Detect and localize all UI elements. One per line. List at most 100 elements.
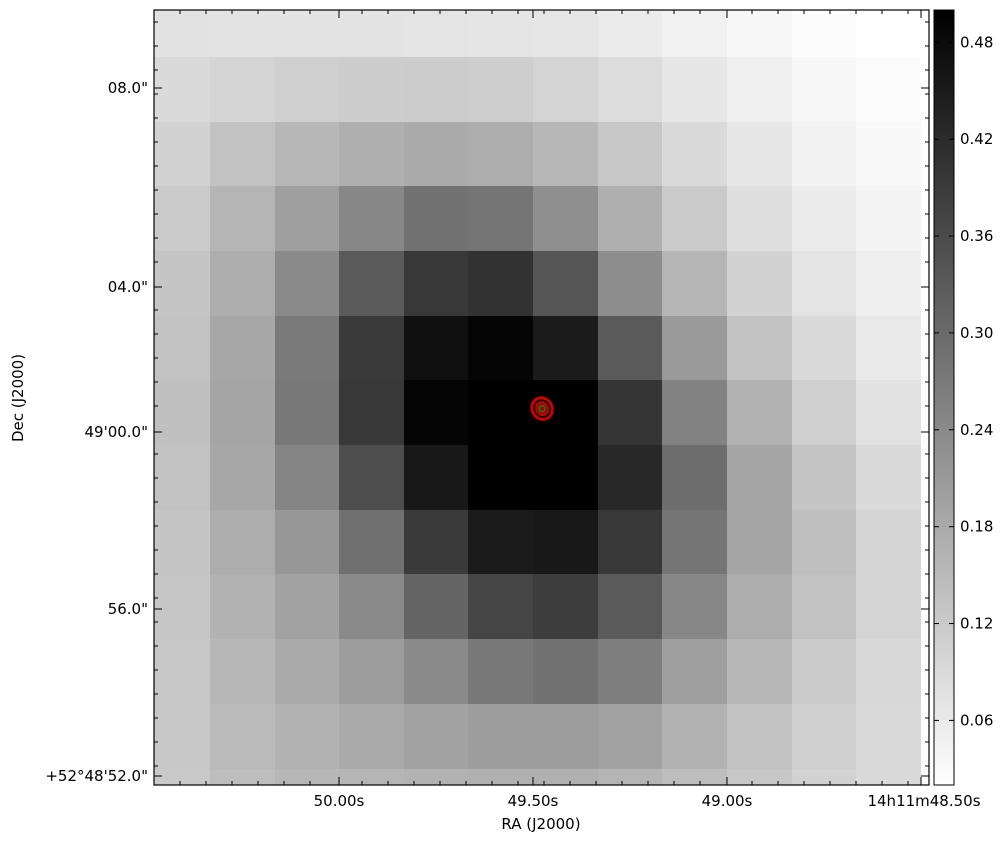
- heatmap-cell: [210, 122, 275, 186]
- x-tick-label: 49.00s: [702, 792, 753, 810]
- heatmap-cell: [275, 510, 339, 574]
- heatmap-cell: [792, 251, 856, 316]
- heatmap-cells: [154, 10, 921, 785]
- heatmap-cell: [792, 57, 856, 122]
- source-marker: [530, 396, 554, 421]
- plot-frame: [153, 9, 930, 786]
- heatmap-cell: [856, 122, 921, 186]
- colorbar-tick-label: 0.42: [960, 130, 993, 148]
- heatmap-cell: [154, 639, 210, 704]
- colorbar-tick-label: 0.36: [960, 227, 993, 245]
- colorbar-tick-label: 0.18: [960, 518, 993, 536]
- heatmap-cell: [598, 10, 662, 57]
- y-axis-title: Dec (J2000): [9, 354, 27, 442]
- heatmap-cell: [533, 316, 598, 380]
- heatmap-cell: [598, 510, 662, 574]
- heatmap-cell: [275, 57, 339, 122]
- heatmap-cell: [210, 510, 275, 574]
- heatmap-cell: [662, 57, 727, 122]
- heatmap-cell: [533, 704, 598, 769]
- heatmap-cell: [468, 10, 533, 57]
- x-axis-ticks: [179, 10, 922, 785]
- heatmap-cell: [468, 510, 533, 574]
- heatmap-cell: [727, 704, 792, 769]
- heatmap-cell: [792, 510, 856, 574]
- y-axis-ticks: [154, 21, 929, 777]
- heatmap-cell: [856, 445, 921, 510]
- heatmap-cell: [154, 704, 210, 769]
- heatmap-cell: [339, 380, 404, 445]
- x-tick-label: 49.50s: [508, 792, 559, 810]
- heatmap-cell: [662, 316, 727, 380]
- heatmap-cell: [662, 574, 727, 639]
- heatmap-cell: [856, 639, 921, 704]
- heatmap-cell: [727, 57, 792, 122]
- heatmap-cell: [339, 510, 404, 574]
- heatmap-cell: [727, 445, 792, 510]
- colorbar-tick-labels: 0.06 0.12 0.18 0.24 0.30 0.36 0.42 0.48: [960, 33, 993, 729]
- heatmap-cell: [792, 186, 856, 251]
- heatmap-cell: [275, 769, 339, 785]
- heatmap-cell: [275, 122, 339, 186]
- heatmap-cell: [339, 316, 404, 380]
- heatmap-cell: [154, 186, 210, 251]
- heatmap-cell: [727, 574, 792, 639]
- heatmap-cell: [275, 574, 339, 639]
- heatmap-cell: [275, 445, 339, 510]
- heatmap-cell: [598, 57, 662, 122]
- heatmap-cell: [154, 445, 210, 510]
- heatmap-cell: [468, 122, 533, 186]
- heatmap-cell: [210, 704, 275, 769]
- heatmap-cell: [404, 510, 468, 574]
- heatmap-cell: [275, 380, 339, 445]
- heatmap-cell: [468, 704, 533, 769]
- heatmap-cell: [468, 445, 533, 510]
- heatmap-cell: [856, 57, 921, 122]
- heatmap-cell: [210, 316, 275, 380]
- heatmap-cell: [598, 186, 662, 251]
- heatmap-cell: [662, 510, 727, 574]
- heatmap-cell: [792, 316, 856, 380]
- y-tick-label: +52°48'52.0": [45, 767, 148, 785]
- heatmap-cell: [792, 639, 856, 704]
- heatmap-cell: [404, 122, 468, 186]
- heatmap-cell: [339, 574, 404, 639]
- heatmap-cell: [856, 574, 921, 639]
- source-contour-outer: [530, 396, 554, 421]
- heatmap-cell: [598, 251, 662, 316]
- heatmap-cell: [856, 704, 921, 769]
- heatmap-cell: [727, 639, 792, 704]
- heatmap-cell: [533, 186, 598, 251]
- heatmap-cell: [154, 316, 210, 380]
- heatmap-cell: [339, 445, 404, 510]
- heatmap-cell: [154, 251, 210, 316]
- heatmap-cell: [792, 704, 856, 769]
- heatmap-cell: [727, 186, 792, 251]
- heatmap-cell: [662, 251, 727, 316]
- heatmap-cell: [404, 639, 468, 704]
- y-axis-tick-labels: 08.0" 04.0" 49'00.0" 56.0" +52°48'52.0": [45, 79, 148, 785]
- colorbar-tick-label: 0.06: [960, 711, 993, 729]
- heatmap-cell: [662, 704, 727, 769]
- heatmap-cell: [533, 510, 598, 574]
- heatmap-cell: [154, 10, 210, 57]
- heatmap-cell: [598, 769, 662, 785]
- heatmap-cell: [727, 769, 792, 785]
- heatmap-cell: [210, 251, 275, 316]
- heatmap-cell: [275, 316, 339, 380]
- heatmap-cell: [662, 10, 727, 57]
- y-tick-label: 56.0": [108, 600, 148, 618]
- heatmap-cell: [598, 122, 662, 186]
- heatmap-cell: [210, 380, 275, 445]
- heatmap-cell: [792, 122, 856, 186]
- heatmap-cell: [154, 769, 210, 785]
- x-tick-label: 50.00s: [314, 792, 365, 810]
- heatmap-cell: [468, 639, 533, 704]
- heatmap-cell: [404, 574, 468, 639]
- heatmap-cell: [598, 316, 662, 380]
- heatmap-cell: [662, 380, 727, 445]
- heatmap-cell: [210, 639, 275, 704]
- heatmap-cell: [404, 704, 468, 769]
- heatmap-cell: [727, 316, 792, 380]
- heatmap-cell: [598, 445, 662, 510]
